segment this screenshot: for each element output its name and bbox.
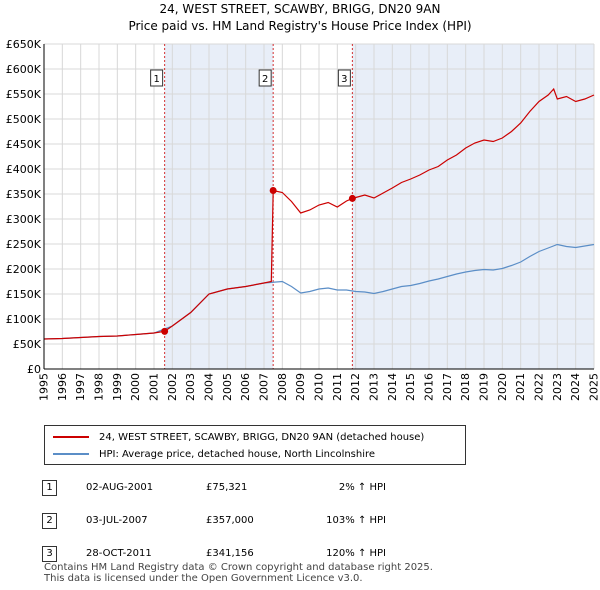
sale-date: 02-AUG-2001 bbox=[86, 482, 154, 493]
sale-price: £341,156 bbox=[206, 548, 254, 559]
sale-hpi-change: 103% ↑ HPI bbox=[326, 515, 386, 526]
x-tick-label: 2022 bbox=[533, 373, 546, 401]
x-tick-label: 2015 bbox=[404, 373, 417, 401]
sale-hpi-change: 120% ↑ HPI bbox=[326, 548, 386, 559]
sale-label-text: 1 bbox=[153, 74, 159, 85]
x-tick-label: 2004 bbox=[203, 373, 216, 401]
x-tick-label: 2010 bbox=[313, 373, 326, 401]
x-tick-label: 2016 bbox=[423, 373, 436, 401]
chart-legend: 24, WEST STREET, SCAWBY, BRIGG, DN20 9AN… bbox=[44, 425, 466, 465]
footer-licence: This data is licensed under the Open Gov… bbox=[44, 573, 363, 584]
x-tick-label: 2012 bbox=[349, 373, 362, 401]
x-tick-label: 2003 bbox=[184, 373, 197, 401]
sale-hpi-change: 2% ↑ HPI bbox=[338, 482, 386, 493]
sales-table: 1 02-AUG-2001 £75,321 2% ↑ HPI 2 03-JUL-… bbox=[42, 471, 386, 570]
y-tick-label: £300K bbox=[6, 213, 42, 226]
x-tick-label: 2013 bbox=[368, 373, 381, 401]
x-tick-label: 2006 bbox=[239, 373, 252, 401]
sale-date: 28-OCT-2011 bbox=[86, 548, 152, 559]
x-tick-label: 2005 bbox=[221, 373, 234, 401]
sale-number-badge: 1 bbox=[42, 479, 57, 496]
y-tick-label: £250K bbox=[6, 238, 42, 251]
price-chart: 1 2 3 £0 £50K £100K £150K £200K £250K £300K £350K £… bbox=[6, 38, 600, 401]
x-tick-label: 2014 bbox=[386, 373, 399, 401]
x-tick-label: 1999 bbox=[111, 373, 124, 401]
legend-label-property: 24, WEST STREET, SCAWBY, BRIGG, DN20 9AN… bbox=[99, 431, 425, 443]
y-tick-label: £450K bbox=[6, 138, 42, 151]
y-tick-label: £200K bbox=[6, 263, 42, 276]
legend-item-property: 24, WEST STREET, SCAWBY, BRIGG, DN20 9AN… bbox=[53, 430, 424, 444]
chart-title: 24, WEST STREET, SCAWBY, BRIGG, DN20 9AN bbox=[159, 2, 441, 16]
table-row: 3 28-OCT-2011 £341,156 120% ↑ HPI bbox=[42, 537, 386, 570]
x-tick-label: 2007 bbox=[258, 373, 271, 401]
sale-price: £357,000 bbox=[206, 515, 254, 526]
x-tick-label: 2002 bbox=[166, 373, 179, 401]
y-tick-label: £500K bbox=[6, 113, 42, 126]
x-tick-label: 1995 bbox=[38, 373, 51, 401]
sale-price: £75,321 bbox=[206, 482, 248, 493]
series-line-property bbox=[43, 87, 595, 340]
sale-date: 03-JUL-2007 bbox=[86, 515, 148, 526]
ownership-shade bbox=[164, 44, 274, 369]
legend-swatch-hpi bbox=[53, 453, 89, 455]
x-tick-label: 2025 bbox=[588, 373, 600, 401]
sale-label-text: 2 bbox=[262, 74, 268, 85]
table-row: 1 02-AUG-2001 £75,321 2% ↑ HPI bbox=[42, 471, 386, 504]
x-tick-label: 2001 bbox=[148, 373, 161, 401]
sale-number-badge: 3 bbox=[42, 545, 57, 562]
footer: Contains HM Land Registry data © Crown c… bbox=[44, 562, 433, 584]
legend-label-hpi: HPI: Average price, detached house, Nort… bbox=[99, 448, 376, 460]
legend-swatch-property bbox=[53, 436, 89, 438]
y-tick-label: £0 bbox=[27, 363, 41, 376]
x-tick-label: 1998 bbox=[93, 373, 106, 401]
sale-label-box bbox=[337, 69, 351, 87]
sale-label-box bbox=[258, 69, 272, 87]
x-tick-label: 2008 bbox=[276, 373, 289, 401]
x-tick-label: 2018 bbox=[459, 373, 472, 401]
y-tick-label: £150K bbox=[6, 288, 42, 301]
sale-point bbox=[161, 327, 169, 335]
x-tick-label: 2021 bbox=[514, 373, 527, 401]
y-tick-label: £50K bbox=[13, 338, 42, 351]
sale-point bbox=[269, 187, 277, 194]
x-tick-label: 1996 bbox=[56, 373, 69, 401]
y-tick-label: £550K bbox=[6, 88, 42, 101]
x-tick-label: 2024 bbox=[569, 373, 582, 401]
x-tick-label: 2017 bbox=[441, 373, 454, 401]
footer-copyright: Contains HM Land Registry data © Crown c… bbox=[44, 562, 433, 573]
table-row: 2 03-JUL-2007 £357,000 103% ↑ HPI bbox=[42, 504, 386, 537]
sale-label-text: 3 bbox=[341, 74, 347, 85]
sale-point bbox=[348, 194, 356, 202]
sale-label-box bbox=[150, 69, 164, 87]
chart-subtitle: Price paid vs. HM Land Registry's House … bbox=[128, 19, 472, 33]
y-tick-label: £600K bbox=[6, 63, 42, 76]
x-tick-label: 2020 bbox=[496, 373, 509, 401]
x-tick-label: 1997 bbox=[74, 373, 87, 401]
x-tick-label: 2019 bbox=[478, 373, 491, 401]
y-tick-label: £100K bbox=[6, 313, 42, 326]
x-tick-label: 2000 bbox=[129, 373, 142, 401]
x-tick-label: 2009 bbox=[294, 373, 307, 401]
x-tick-label: 2011 bbox=[331, 373, 344, 401]
legend-item-hpi: HPI: Average price, detached house, Nort… bbox=[53, 447, 375, 461]
y-tick-label: £400K bbox=[6, 163, 42, 176]
y-tick-label: £650K bbox=[6, 38, 42, 51]
y-tick-label: £350K bbox=[6, 188, 42, 201]
x-tick-label: 2023 bbox=[551, 373, 564, 401]
sale-number-badge: 2 bbox=[42, 512, 57, 529]
